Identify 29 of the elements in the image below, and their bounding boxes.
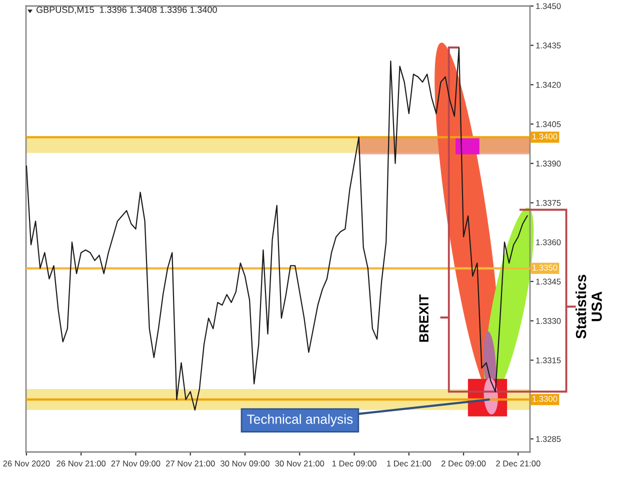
chart-title: GBPUSD,M15 1.3396 1.3408 1.3396 1.3400 <box>36 6 217 14</box>
y-tick-label: 1.3345 <box>536 278 561 285</box>
y-tick-label: 1.3420 <box>536 82 561 88</box>
y-tick-label: 1.3390 <box>536 160 561 167</box>
line-series <box>26 47 528 411</box>
ref-line-label: 1.3350 <box>532 264 558 271</box>
x-tick-label: 26 Nov 21:00 <box>56 460 106 466</box>
x-tick-label: 1 Dec 09:00 <box>332 460 376 466</box>
x-tick-label: 2 Dec 21:00 <box>496 460 540 466</box>
x-tick-label: 26 Nov 2020 <box>3 460 50 466</box>
text: Statistics USA <box>575 274 602 339</box>
x-tick-label: 30 Nov 21:00 <box>275 460 324 466</box>
y-tick-label: 1.3360 <box>536 239 561 246</box>
ref-line-label: 1.3300 <box>532 396 558 402</box>
ref-line-label: 1.3400 <box>532 134 558 140</box>
y-tick-label: 1.3315 <box>536 357 561 364</box>
x-tick-label: 27 Nov 21:00 <box>166 460 215 466</box>
x-tick-label: 2 Dec 09:00 <box>441 460 486 466</box>
y-tick-label: 1.3435 <box>536 42 561 48</box>
annotation: BREXIT <box>419 294 428 342</box>
y-tick-label: 1.3285 <box>536 436 561 442</box>
x-tick-label: 30 Nov 09:00 <box>220 460 270 466</box>
y-tick-label: 1.3450 <box>536 3 561 10</box>
x-tick-label: 1 Dec 21:00 <box>387 460 432 466</box>
y-tick-label: 1.3405 <box>536 121 561 128</box>
annotation: Technical analysis <box>247 414 353 427</box>
y-tick-label: 1.3330 <box>536 318 561 324</box>
x-tick-label: 27 Nov 09:00 <box>111 460 160 466</box>
y-tick-label: 1.3375 <box>536 200 561 206</box>
